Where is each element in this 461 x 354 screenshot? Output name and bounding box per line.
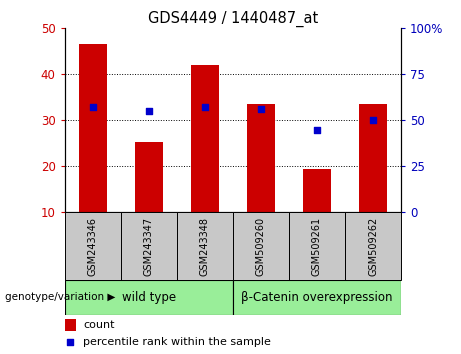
Bar — [233, 212, 289, 280]
Bar — [345, 212, 401, 280]
Bar — [65, 212, 121, 280]
Point — [313, 127, 321, 132]
Text: GSM509260: GSM509260 — [256, 216, 266, 276]
Text: GSM509261: GSM509261 — [312, 216, 322, 276]
Bar — [247, 104, 275, 212]
Bar — [177, 212, 233, 280]
Text: β-Catenin overexpression: β-Catenin overexpression — [241, 291, 393, 304]
Bar — [303, 169, 331, 212]
Point — [369, 118, 377, 123]
Text: count: count — [83, 320, 114, 330]
Point — [201, 105, 208, 110]
Text: GSM243346: GSM243346 — [88, 217, 98, 275]
Text: wild type: wild type — [122, 291, 176, 304]
Bar — [289, 212, 345, 280]
Point — [145, 108, 152, 114]
Bar — [191, 65, 219, 212]
Point — [257, 107, 265, 112]
Text: GSM509262: GSM509262 — [368, 216, 378, 276]
Point — [66, 339, 74, 344]
Point — [89, 105, 96, 110]
Text: GSM243348: GSM243348 — [200, 217, 210, 275]
Bar — [65, 280, 233, 315]
Bar — [78, 45, 106, 212]
Bar — [135, 142, 163, 212]
Bar — [121, 212, 177, 280]
Text: genotype/variation ▶: genotype/variation ▶ — [5, 292, 115, 302]
Bar — [65, 319, 77, 331]
Bar — [359, 104, 387, 212]
Title: GDS4449 / 1440487_at: GDS4449 / 1440487_at — [148, 11, 318, 27]
Text: GSM243347: GSM243347 — [144, 216, 154, 276]
Text: percentile rank within the sample: percentile rank within the sample — [83, 337, 271, 347]
Bar — [233, 280, 401, 315]
